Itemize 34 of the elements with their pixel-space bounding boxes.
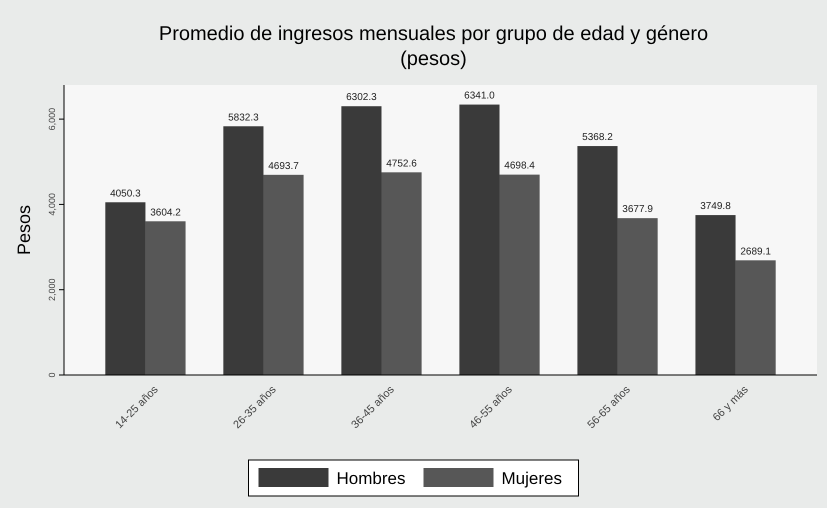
data-label: 6341.0 xyxy=(464,90,496,102)
x-tick-label: 66 y más xyxy=(710,383,752,424)
bar xyxy=(736,260,776,375)
data-label: 4752.6 xyxy=(386,158,418,170)
data-label: 3677.9 xyxy=(622,204,654,216)
data-label: 4050.3 xyxy=(110,188,142,200)
bar xyxy=(145,221,186,375)
y-tick-label: 0 xyxy=(47,372,57,378)
legend-label: Mujeres xyxy=(502,469,562,488)
bar xyxy=(618,218,658,375)
bar xyxy=(500,174,540,375)
bar xyxy=(223,126,264,375)
bar xyxy=(381,172,422,375)
chart-subtitle: (pesos) xyxy=(400,48,467,70)
data-label: 3604.2 xyxy=(150,207,182,218)
bar xyxy=(577,146,618,375)
bar xyxy=(263,174,304,375)
y-tick-label: 6,000 xyxy=(47,108,57,130)
chart-title: Promedio de ingresos mensuales por grupo de edad y género xyxy=(158,23,708,45)
data-label: 5368.2 xyxy=(582,132,614,144)
bar xyxy=(459,104,500,375)
data-label: 5832.3 xyxy=(228,112,260,124)
bar xyxy=(695,215,736,375)
data-label: 6302.3 xyxy=(346,92,378,104)
bar xyxy=(341,106,382,375)
y-tick-label: 2,000 xyxy=(47,278,57,301)
data-label: 3749.8 xyxy=(700,201,732,212)
data-label: 2689.1 xyxy=(740,246,772,258)
bar xyxy=(105,202,146,375)
y-tick-label: 4,000 xyxy=(47,193,57,216)
data-label: 4698.4 xyxy=(504,160,536,172)
y-axis-title: Pesos xyxy=(14,204,34,256)
legend-label: Hombres xyxy=(336,469,406,488)
data-label: 4693.7 xyxy=(268,160,300,172)
